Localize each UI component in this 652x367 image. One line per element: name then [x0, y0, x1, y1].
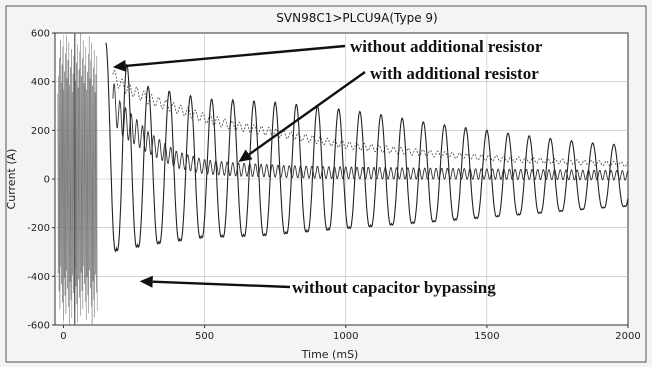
chart-title: SVN98C1>PLCU9A(Type 9) — [276, 11, 437, 25]
y-tick-label: 0 — [44, 175, 50, 186]
annotation-label: with additional resistor — [370, 64, 539, 83]
x-axis-label: Time (mS) — [301, 348, 359, 361]
x-tick-label: 1500 — [474, 331, 499, 342]
x-tick-label: 0 — [60, 331, 66, 342]
x-tick-label: 2000 — [615, 331, 640, 342]
annotation-label: without additional resistor — [350, 37, 543, 56]
y-tick-label: -400 — [27, 272, 50, 283]
annotation-arrow-line — [248, 71, 366, 156]
annotation-arrow-head — [238, 149, 253, 162]
y-tick-label: 600 — [31, 29, 50, 40]
annotation-arrow-line — [125, 44, 346, 68]
initial-spike-trace — [57, 33, 98, 325]
series-with-additional-resistor — [112, 83, 629, 181]
x-axis-ticks: 0 500 1000 1500 2000 — [60, 325, 641, 342]
y-tick-label: 200 — [31, 126, 50, 137]
y-axis-label: Current (A) — [5, 149, 18, 210]
x-tick-label: 1000 — [333, 331, 358, 342]
x-tick-label: 500 — [195, 331, 214, 342]
outer-border — [5, 5, 647, 363]
annotation-arrow-head — [139, 275, 153, 288]
series-without-capacitor-bypassing — [105, 42, 629, 253]
initial-transient — [57, 33, 98, 325]
y-axis-ticks: 600 400 200 0 -200 -400 -600 — [27, 29, 55, 332]
annotations: without additional resistor with addition… — [112, 37, 543, 297]
annotation-arrow-head — [112, 59, 127, 72]
y-tick-label: -600 — [27, 321, 50, 332]
series-without-additional-resistor — [112, 70, 629, 168]
series-group — [105, 42, 629, 253]
annotation-label: without capacitor bypassing — [292, 278, 496, 297]
y-tick-label: 400 — [31, 77, 50, 88]
y-tick-label: -200 — [27, 223, 50, 234]
annotation-arrow-line — [152, 280, 291, 289]
